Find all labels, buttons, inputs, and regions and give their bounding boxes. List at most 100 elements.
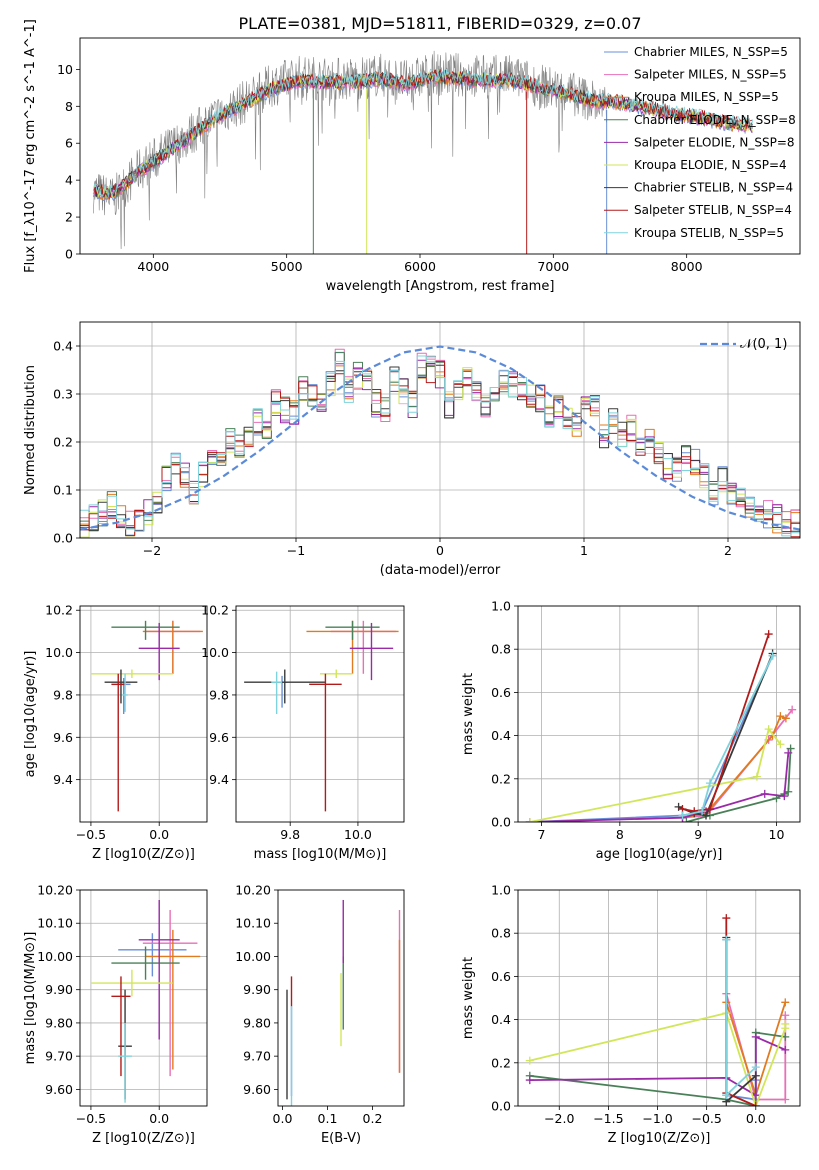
data-point-marker	[760, 789, 769, 798]
x-tick-label: 0	[436, 543, 444, 558]
observed-spectrum-line	[93, 50, 607, 249]
weight-vs-age-panel: 7 8 9 10 0.0 0.2 0.4 0.6 0.8 1.0 age [log10(age/yr…	[461, 599, 801, 862]
data-point-marker	[764, 630, 773, 639]
y-tick-label: 9.80	[45, 1015, 73, 1030]
x-tick-label: −0.5	[76, 1111, 106, 1126]
y-tick-label: 0.4	[53, 339, 73, 354]
data-point-marker	[764, 725, 773, 734]
y-tick-label: 6	[65, 136, 73, 151]
y-tick-label: 0.3	[53, 387, 73, 402]
residual-histogram-step	[80, 362, 800, 533]
y-axis-label: Flux [f_λ10^-17 erg cm^-2 s^-1 A^-1]	[23, 19, 38, 273]
data-point-marker	[781, 1011, 790, 1020]
legend-label: Chabrier STELIB, N_SSP=4	[634, 181, 793, 195]
x-tick-label: 1	[580, 543, 588, 558]
y-tick-label: 0.2	[491, 771, 511, 786]
y-tick-label: 1.0	[491, 883, 511, 898]
data-point-marker	[781, 714, 790, 723]
y-tick-label: 9.8	[209, 687, 229, 702]
y-tick-label: 10.2	[45, 603, 73, 618]
plot-area	[80, 345, 800, 538]
y-tick-label: 10.20	[235, 883, 271, 898]
y-tick-label: 9.80	[243, 1015, 271, 1030]
plot-area	[286, 899, 401, 1106]
x-tick-label: 9	[694, 827, 702, 842]
y-tick-label: 2	[65, 210, 73, 225]
mass-weight-line	[682, 633, 770, 813]
y-tick-label: 9.70	[45, 1049, 73, 1064]
y-tick-label: 9.8	[53, 687, 73, 702]
data-point-marker	[776, 712, 785, 721]
axes-frame	[277, 889, 405, 1107]
y-tick-label: 9.60	[45, 1082, 73, 1097]
model-fit-line	[92, 68, 753, 198]
y-tick-label: 10.00	[235, 949, 271, 964]
y-tick-label: 9.6	[53, 730, 73, 745]
y-tick-label: 9.4	[209, 772, 229, 787]
legend-label: 𝒩(0, 1)	[740, 337, 787, 352]
x-tick-label: −1.5	[593, 1111, 623, 1126]
data-point-marker	[781, 998, 790, 1007]
mass-vs-ebv-panel: 0.0 0.1 0.2 9.60 9.70 9.80 9.90 10.00 10.10 10.20…	[235, 883, 405, 1146]
x-tick-label: 0.0	[149, 1111, 169, 1126]
axes-frame	[517, 605, 801, 823]
x-axis-label: wavelength [Angstrom, rest frame]	[326, 279, 555, 294]
data-point-marker	[722, 1091, 731, 1100]
data-point-marker	[784, 748, 793, 757]
data-point-marker	[690, 807, 699, 816]
data-point-marker	[525, 1056, 534, 1065]
spectrum-panel: 4000 5000 6000 7000 8000 0 2 4 6 8 10 wavelength [A…	[23, 19, 801, 294]
x-tick-label: 10.0	[344, 827, 372, 842]
y-tick-label: 4	[65, 173, 73, 188]
data-point-marker	[751, 1071, 760, 1080]
age-vs-z-panel: −0.5 0.0 9.4 9.6 9.8 10.0 10.2 Z [log10(Z/Z⊙)] a…	[23, 603, 208, 862]
x-tick-label: 9.8	[280, 827, 300, 842]
y-tick-label: 0.4	[491, 1012, 511, 1027]
y-tick-label: 0.2	[491, 1055, 511, 1070]
figure-title: PLATE=0381, MJD=51811, FIBERID=0329, z=0…	[238, 14, 641, 33]
plot-area	[90, 620, 203, 812]
x-axis-label: mass [log10(M/M⊙)]	[254, 847, 387, 862]
data-point-marker	[768, 651, 777, 660]
mass-weight-line	[529, 1031, 786, 1106]
x-tick-label: 7000	[537, 259, 569, 274]
y-tick-label: 0.1	[53, 483, 73, 498]
x-tick-label: −0.5	[76, 827, 106, 842]
data-point-marker	[781, 1095, 790, 1104]
y-tick-label: 9.6	[209, 730, 229, 745]
y-tick-label: 10.0	[45, 645, 73, 660]
y-tick-label: 0.0	[491, 815, 511, 830]
data-point-marker	[525, 818, 534, 822]
mass-vs-z-panel: −0.5 0.0 9.60 9.70 9.80 9.90 10.00 10.10 10.20 Z …	[23, 883, 208, 1146]
y-tick-label: 0	[65, 247, 73, 262]
x-axis-label: Z [log10(Z/Z⊙)]	[92, 847, 195, 862]
x-tick-label: −1.0	[642, 1111, 672, 1126]
axes-frame	[235, 605, 405, 823]
data-point-marker	[682, 818, 691, 822]
x-tick-label: 0.0	[746, 1111, 766, 1126]
legend-label: Chabrier ELODIE, N_SSP=8	[634, 113, 796, 127]
legend-label: Kroupa MILES, N_SSP=5	[634, 90, 779, 104]
legend-label: Salpeter ELODIE, N_SSP=8	[634, 135, 795, 149]
x-tick-label: 2	[724, 543, 732, 558]
y-tick-label: 10.10	[235, 916, 271, 931]
data-point-marker	[781, 1019, 790, 1028]
x-axis-label: E(B-V)	[321, 1131, 361, 1146]
y-tick-label: 10.0	[201, 645, 229, 660]
mass-weight-line	[682, 655, 774, 817]
data-point-marker	[786, 744, 795, 753]
y-axis-label: mass [log10(M/M⊙)]	[23, 932, 38, 1065]
data-point-marker	[752, 772, 761, 781]
data-point-marker	[751, 1032, 760, 1041]
y-tick-label: 0.0	[53, 531, 73, 546]
x-axis-label: (data-model)/error	[380, 563, 501, 578]
axes-frame	[79, 889, 208, 1107]
y-tick-label: 0.0	[491, 1099, 511, 1114]
y-axis-label: Normed distribution	[23, 365, 38, 495]
axes-frame	[517, 889, 801, 1107]
x-tick-label: −1	[287, 543, 305, 558]
x-tick-label: −2.0	[544, 1111, 574, 1126]
y-tick-label: 0.8	[491, 642, 511, 657]
y-axis-label: age [log10(age/yr)]	[23, 651, 38, 778]
x-tick-label: 8000	[671, 259, 703, 274]
